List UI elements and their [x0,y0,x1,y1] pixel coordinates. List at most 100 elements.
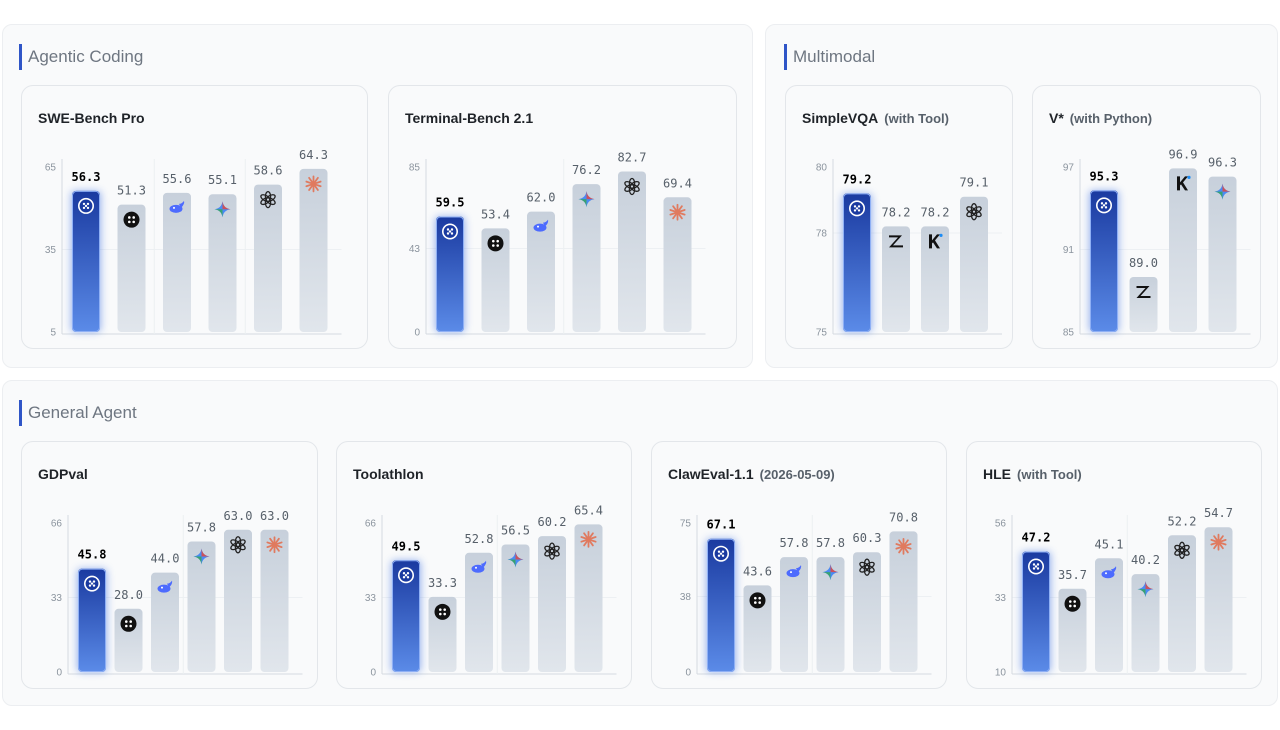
y-tick-label: 33 [365,593,377,604]
model-a-icon [442,223,458,240]
value-label: 33.3 [428,576,457,590]
model-b-icon [123,211,140,228]
model-b-icon [487,235,504,252]
value-label: 78.2 [921,205,950,219]
y-tick-label: 85 [409,163,421,174]
bar [1022,551,1050,672]
bar [574,524,603,672]
y-tick-label: 85 [1063,328,1075,339]
value-label: 43.6 [743,564,772,578]
y-tick-label: 0 [685,668,691,679]
card-title: GDPval [38,466,88,482]
y-tick-label: 56 [995,519,1007,530]
gemini-icon [193,548,210,565]
bar [780,557,808,672]
value-label: 53.4 [481,207,510,221]
deepseek-icon [471,560,487,573]
value-label: 60.3 [853,531,882,545]
kimi-icon [1177,175,1191,191]
card-title: Toolathlon [353,466,424,482]
gemini-icon [578,191,595,208]
bar-outline [78,568,106,672]
value-label: 57.8 [816,536,845,550]
value-label: 35.7 [1058,568,1087,582]
value-label: 56.5 [501,523,530,537]
deepseek-icon [786,565,802,578]
model-a-icon [398,567,414,584]
bar-outline [72,190,100,332]
bar [481,228,510,332]
value-label: 63.0 [260,509,289,523]
openai-icon [260,190,276,209]
bar [187,541,216,672]
bar [1169,168,1197,332]
value-label: 79.1 [960,176,989,190]
value-label: 76.2 [572,163,601,177]
section-title: Agentic Coding [19,44,143,70]
bar [538,536,566,672]
value-label: 49.5 [392,539,421,553]
value-label: 45.8 [78,548,107,562]
value-label: 47.2 [1022,531,1051,545]
value-label: 78.2 [882,205,911,219]
value-label: 57.8 [187,521,216,535]
y-tick-label: 91 [1063,245,1075,256]
model-a-icon [84,575,100,592]
openai-icon [544,542,560,560]
value-label: 57.8 [780,536,809,550]
y-tick-label: 65 [45,163,57,174]
value-label: 52.8 [465,532,494,546]
zhipu-icon [889,235,903,248]
bar [1095,558,1123,672]
card-title-text: Toolathlon [353,466,424,482]
card-title-text: V* [1049,110,1064,126]
bar [843,193,871,332]
bar-chart: 66 33 0 49.5 33.3 52.8 56.5 60.2 65.4 [365,503,617,679]
bar-outline [1090,190,1118,332]
value-label: 56.3 [72,170,101,184]
card-simplevqa: SimpleVQA (with Tool) 80 78 75 79.2 78.2 78.2 7… [785,85,1013,349]
card-clawеval: ClawEval-1.1 (2026-05-09) 75 38 0 67.1 43.6 57… [651,441,947,689]
bar [254,184,282,332]
model-b-icon [1064,595,1081,612]
bar [889,531,918,672]
zhipu-icon [1136,286,1151,298]
card-title-text: ClawEval-1.1 [668,466,754,482]
model-b-icon [749,592,766,609]
card-swe-bench-pro: SWE-Bench Pro 65 35 5 56.3 51.3 55.6 55.1 58.6 6… [21,85,368,349]
openai-icon [859,558,875,576]
value-label: 64.3 [299,148,328,162]
bar [618,171,646,332]
bar [882,226,910,332]
bar [224,529,252,672]
deepseek-icon [1101,566,1117,579]
bar-chart: 75 38 0 67.1 43.6 57.8 57.8 60.3 70.8 [680,510,932,679]
bar-outline [1022,551,1050,672]
y-tick-label: 38 [680,592,692,603]
y-tick-label: 33 [995,593,1007,604]
bar [299,168,328,332]
bar [208,194,237,332]
card-v-star: V* (with Python) 97 91 85 95.3 89.0 96.9 96.3 [1032,85,1261,349]
bar [1168,535,1196,672]
bar [436,216,464,332]
bar [663,197,692,332]
bar-chart: 85 43 0 59.5 53.4 62.0 76.2 82.7 69.4 [409,150,706,339]
bar [501,544,530,672]
openai-icon [1174,541,1190,559]
y-tick-label: 80 [816,163,828,174]
y-tick-label: 97 [1063,163,1075,174]
value-label: 63.0 [224,509,253,523]
card-title: SWE-Bench Pro [38,110,145,126]
card-title-text: SimpleVQA [802,110,879,126]
card-hle: HLE (with Tool) 56 33 10 47.2 35.7 45.1 40.2 52.… [966,441,1262,689]
bar [117,204,146,332]
card-title: SimpleVQA (with Tool) [802,110,949,126]
bar [1090,190,1118,332]
model-a-icon [849,200,865,217]
deepseek-icon [169,200,185,213]
card-gdpval: GDPval 66 33 0 45.8 28.0 44.0 57.8 63.0 63.0 [21,441,318,689]
value-label: 58.6 [254,164,283,178]
card-title-text: HLE [983,466,1011,482]
kimi-icon [929,233,943,249]
